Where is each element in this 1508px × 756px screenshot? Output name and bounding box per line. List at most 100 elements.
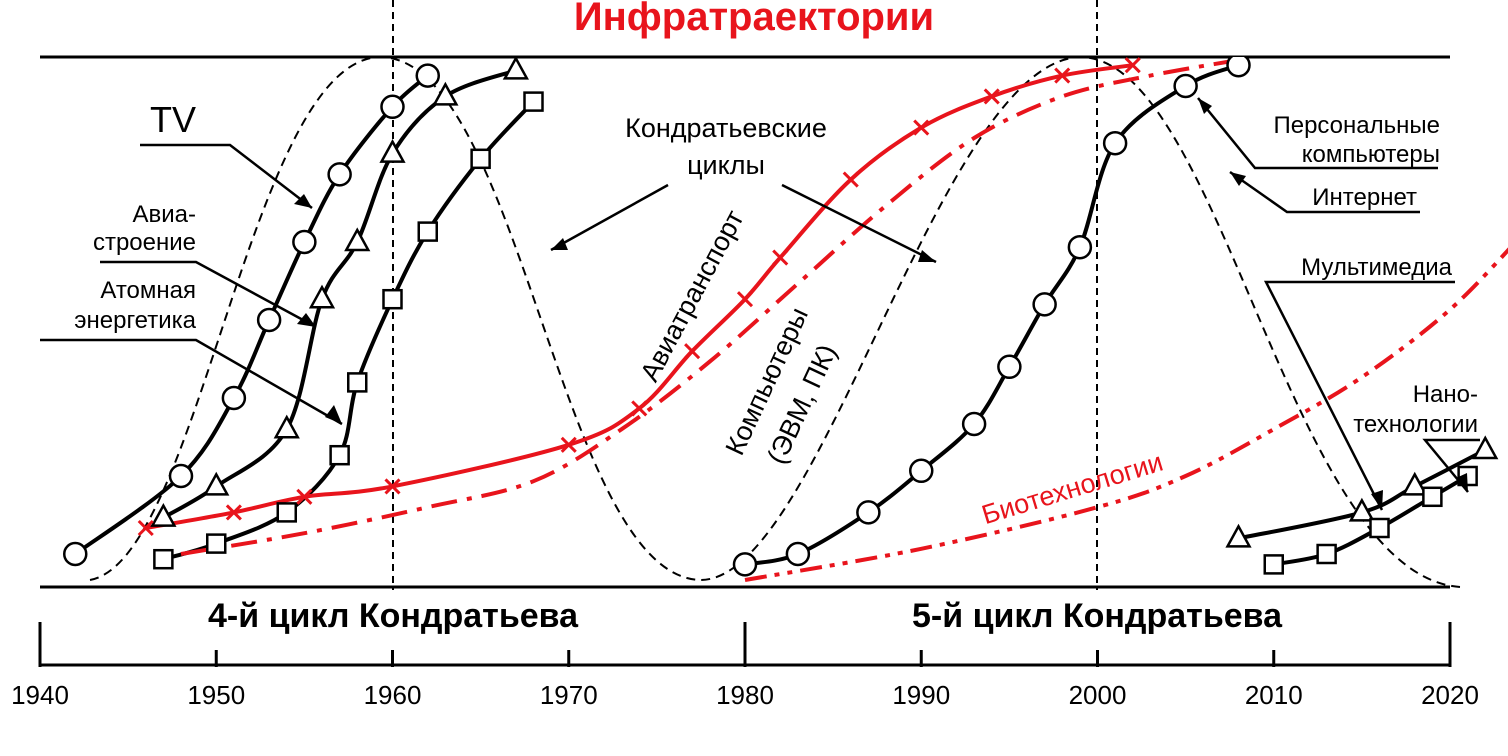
data-point-8-2: [1369, 517, 1390, 539]
data-point-5-7: [1067, 234, 1093, 260]
chart-title: Инфратраектории: [574, 0, 934, 39]
data-point-1-1: [203, 471, 230, 496]
cycle-label-4: 4-й цикл Кондратьева: [208, 597, 579, 635]
arrow-head: [294, 194, 312, 208]
tv-leader: [140, 143, 313, 209]
x-axis-ticks: 1940 1950 1960 1970 1980 1990 2000 2010 2020: [11, 650, 1479, 710]
x-tick-label: 1940: [11, 680, 69, 710]
arrow-head: [325, 405, 342, 424]
data-point-5-4: [961, 411, 987, 437]
label-atom-1: Атомная: [100, 277, 196, 304]
x-tick-label: 1950: [187, 680, 245, 710]
data-point-5-3: [909, 458, 934, 484]
label-nano-2: технологии: [1353, 411, 1478, 438]
label-pc-2: компьютеры: [1302, 141, 1440, 168]
arrow-heads: [294, 98, 1468, 510]
data-point-7-3: [1472, 435, 1499, 460]
data-point-7-1: [1348, 497, 1375, 522]
data-point-1-4: [344, 227, 371, 252]
label-atom-2: энергетика: [74, 307, 196, 334]
arrow-head: [551, 238, 568, 250]
data-point-3-6: [684, 343, 701, 360]
data-point-0-7: [415, 63, 440, 88]
marker-layer: [63, 57, 1499, 577]
kondratiev-leader-right: [781, 183, 937, 264]
arrow-head: [1198, 98, 1212, 114]
data-point-0-6: [380, 94, 405, 120]
x-tick-label: 2010: [1245, 680, 1303, 710]
data-point-1-3: [308, 284, 336, 309]
data-point-5-10: [1226, 57, 1251, 78]
data-point-5-0: [732, 552, 758, 577]
data-point-2-4: [347, 372, 368, 393]
label-aviastroenie-2: строение: [93, 229, 196, 256]
x-tick-label: 1980: [716, 680, 774, 710]
data-point-3-8: [772, 249, 789, 266]
data-point-1-5: [379, 139, 406, 163]
data-point-3-4: [560, 436, 577, 453]
data-point-1-6: [432, 81, 459, 106]
data-point-2-8: [523, 91, 544, 112]
label-aviatransport: Авиатранспорт: [634, 205, 749, 386]
x-tick-label: 2000: [1069, 680, 1127, 710]
data-point-8-0: [1263, 554, 1284, 575]
data-point-0-0: [63, 541, 88, 567]
data-point-2-0: [153, 548, 174, 570]
atom-leader: [40, 338, 343, 426]
data-point-1-2: [273, 414, 300, 439]
data-point-2-5: [382, 288, 403, 310]
kondratiev-leader-left: [550, 183, 669, 252]
cycle-label-5: 5-й цикл Кондратьева: [912, 597, 1283, 635]
data-point-2-1: [206, 533, 227, 554]
label-kondratiev-2: циклы: [687, 150, 765, 180]
data-point-0-3: [256, 307, 282, 333]
arrow-head: [1230, 172, 1246, 186]
data-point-7-2: [1401, 471, 1428, 496]
label-aviastroenie-1: Авиа-: [132, 201, 196, 228]
data-point-0-1: [168, 463, 194, 489]
label-kondratiev-1: Кондратьевские: [625, 113, 827, 143]
data-point-2-6: [417, 221, 438, 242]
multimedia-leader: [1263, 280, 1455, 511]
data-point-3-9: [842, 171, 859, 188]
arrow-head: [1371, 490, 1383, 510]
series-line-7: [1238, 448, 1487, 541]
x-tick-label: 1960: [364, 680, 422, 710]
data-point-3-1: [225, 504, 242, 521]
x-tick-label: 2020: [1421, 680, 1479, 710]
data-point-1-0: [150, 503, 177, 527]
label-multimedia: Мультимедиа: [1301, 254, 1452, 281]
data-point-7-0: [1225, 523, 1252, 548]
x-tick-label: 1990: [892, 680, 950, 710]
data-point-5-5: [997, 354, 1022, 380]
label-biotech: Биотехнологии: [978, 447, 1166, 531]
internet-leader: [1229, 170, 1420, 214]
data-point-2-2: [276, 502, 297, 523]
series-line-3: [145, 63, 1134, 530]
series-line-6: [744, 247, 1508, 582]
leader-lines: [40, 97, 1480, 511]
data-point-0-5: [327, 162, 352, 187]
data-point-2-7: [470, 148, 491, 170]
data-point-3-0: [137, 519, 154, 537]
arrow-head: [297, 313, 316, 327]
x-tick-label: 1970: [540, 680, 598, 710]
pc-leader: [1197, 97, 1438, 170]
data-point-3-11: [983, 88, 1000, 105]
nano-leader: [1422, 438, 1480, 493]
data-point-3-13: [1124, 57, 1141, 74]
data-point-3-2: [296, 488, 313, 505]
data-point-5-2: [856, 500, 881, 525]
data-point-0-4: [292, 229, 317, 255]
data-point-8-3: [1422, 486, 1443, 508]
data-point-3-7: [736, 291, 754, 308]
arrow-head: [1456, 473, 1468, 492]
data-point-3-5: [631, 400, 648, 417]
aviastroenie-leader: [100, 260, 317, 329]
data-point-3-10: [913, 119, 930, 136]
arrow-head: [918, 250, 936, 262]
data-point-5-6: [1032, 292, 1057, 317]
data-point-5-8: [1102, 130, 1128, 156]
data-point-1-7: [502, 57, 529, 80]
